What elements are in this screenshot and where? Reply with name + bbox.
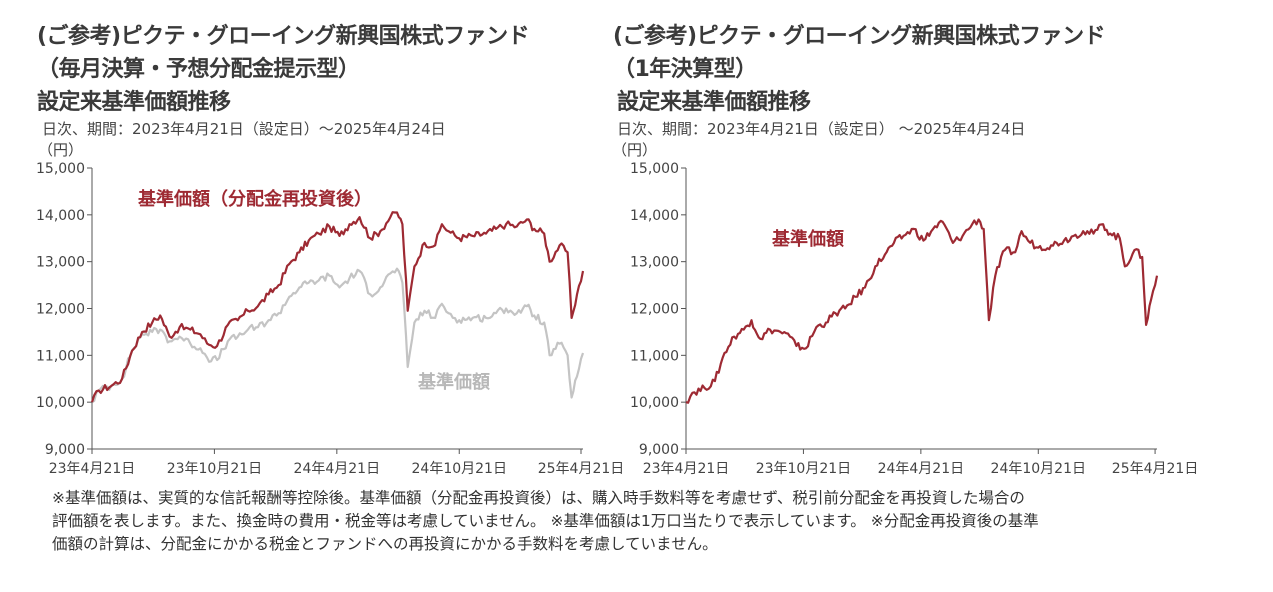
series-line-1 [91,267,585,404]
chart-title-line3: 設定来基準価額推移 [617,90,811,115]
y-tick-label: 12,000 [630,302,679,318]
y-tick-label: 10,000 [630,395,679,411]
x-tick-label: 25年4月21日 [1112,461,1199,477]
y-tick-label: 11,000 [630,348,679,364]
chart-subtitle: 日次、期間：2023年4月21日（設定日） ～2025年4月24日 [617,120,1026,138]
series-label-nav: 基準価額 [771,228,844,250]
footnote: ※基準価額は、実質的な信託報酬等控除後。基準価額（分配金再投資後）は、購入時手数… [52,487,1222,556]
y-tick-label: 9,000 [639,442,679,458]
series-label-reinvested: 基準価額（分配金再投資後） [137,188,372,210]
x-tick-label: 24年10月21日 [412,461,507,477]
y-unit-label: （円） [612,141,658,159]
chart-subtitle: 日次、期間：2023年4月21日（設定日）～2025年4月24日 [42,120,446,138]
x-tick-label: 23年4月21日 [49,461,136,477]
series-line-0 [685,218,1159,404]
chart-title-line1: (ご参考)ピクテ・グローイング新興国株式ファンド [37,24,530,49]
x-tick-label: 23年10月21日 [756,461,851,477]
footnote-line: 価額の計算は、分配金にかかる税金とファンドへの再投資にかかる手数料を考慮していま… [52,535,718,553]
x-tick-label: 23年10月21日 [167,461,262,477]
x-tick-label: 24年4月21日 [878,461,965,477]
line-chart-left: 基準価額（分配金再投資後） 基準価額 9,000 10,000 11,000 12,0… [36,161,625,477]
x-tick-label: 23年4月21日 [643,461,730,477]
chart-title-line3: 設定来基準価額推移 [37,90,231,115]
chart-title-line1: (ご参考)ピクテ・グローイング新興国株式ファンド [613,24,1106,49]
chart-title-line2: （毎月決算・予想分配金提示型） [37,57,360,82]
footnote-line: ※基準価額は、実質的な信託報酬等控除後。基準価額（分配金再投資後）は、購入時手数… [52,489,1025,507]
y-tick-label: 15,000 [36,161,85,177]
y-tick-label: 14,000 [630,208,679,224]
y-tick-label: 9,000 [45,442,85,458]
x-tick-label: 25年4月21日 [538,461,625,477]
series-line-0 [90,211,585,403]
chart-title-line2: （1年決算型） [613,57,757,82]
y-tick-label: 11,000 [36,348,85,364]
y-tick-label: 15,000 [630,161,679,177]
y-tick-label: 14,000 [36,208,85,224]
y-unit-label: （円） [38,141,84,159]
y-tick-label: 12,000 [36,302,85,318]
line-chart-right: 基準価額 9,000 10,000 11,000 12,000 13,000 14,000… [630,161,1199,477]
footnote-line: 評価額を表します。また、換金時の費用・税金等は考慮していません。 ※基準価額は1… [52,512,1039,530]
series-label-nav: 基準価額 [417,371,490,393]
y-tick-label: 10,000 [36,395,85,411]
y-tick-label: 13,000 [36,255,85,271]
x-tick-label: 24年10月21日 [991,461,1086,477]
y-tick-label: 13,000 [630,255,679,271]
x-tick-label: 24年4月21日 [294,461,381,477]
